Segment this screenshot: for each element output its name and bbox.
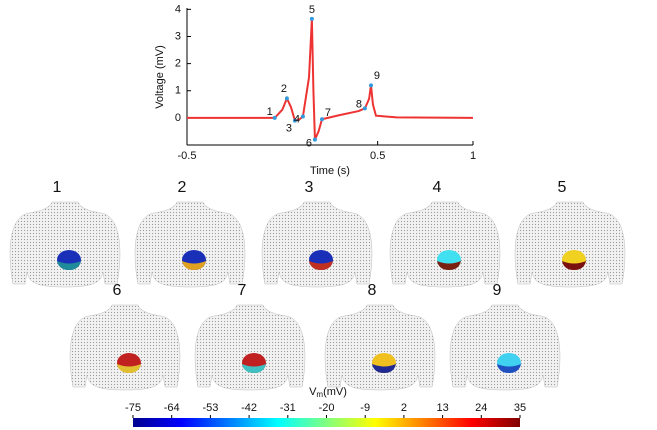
x-tick-label: -0.5 [178, 150, 197, 162]
colorbar-tick-label: -53 [202, 402, 218, 414]
colorbar-tick-label: -75 [125, 402, 141, 414]
x-tick-label: 1 [470, 150, 476, 162]
panel-label: 1 [53, 179, 62, 196]
marker-label: 9 [374, 70, 380, 82]
marker [272, 115, 277, 120]
panel-label: 2 [178, 179, 187, 196]
heart-band [562, 261, 586, 270]
heart-band [57, 261, 81, 270]
colorbar-tick-label: -20 [319, 402, 335, 414]
x-axis-label: Time (s) [310, 165, 350, 177]
colorbar [133, 418, 520, 427]
marker-label: 1 [267, 106, 273, 118]
colorbar-tick-label: -31 [280, 402, 296, 414]
panel-label: 8 [368, 282, 377, 299]
torso [134, 201, 246, 288]
heart-band [437, 261, 461, 270]
marker [300, 114, 305, 119]
colorbar-tick-label: -64 [164, 402, 180, 414]
label-main: V [309, 386, 317, 398]
x-tick-label: 0.5 [370, 150, 385, 162]
colorbar-tick-label: -9 [360, 402, 370, 414]
marker-label: 5 [309, 4, 315, 16]
marker [284, 96, 289, 101]
marker [292, 118, 297, 123]
line [187, 18, 474, 140]
torso [449, 304, 561, 391]
heart-band [182, 261, 206, 270]
marker-label: 2 [281, 83, 287, 95]
marker [362, 106, 367, 111]
marker-label: 7 [325, 107, 331, 119]
panel-label: 4 [433, 179, 442, 196]
marker-label: 8 [356, 98, 362, 110]
label-unit: (mV) [323, 386, 347, 398]
torso [261, 201, 373, 288]
y-tick-label: 0 [175, 112, 181, 124]
colorbar-label: Vm(mV) [309, 386, 347, 399]
marker [319, 117, 324, 122]
torso [9, 201, 121, 288]
marker [312, 137, 317, 142]
heart-band [372, 364, 396, 373]
marker-label: 3 [286, 122, 292, 134]
y-axis-label: Voltage (mV) [154, 45, 166, 109]
colorbar-tick-label: 2 [401, 402, 407, 414]
y-tick-label: 4 [175, 3, 181, 15]
torso [389, 201, 501, 288]
panel-label: 3 [305, 179, 314, 196]
label-sub: m [316, 390, 323, 399]
colorbar-tick-label: 13 [436, 402, 448, 414]
heart-band [497, 364, 521, 373]
colorbar-tick-label: 24 [475, 402, 487, 414]
marker-label: 4 [294, 113, 300, 125]
torso [324, 304, 436, 391]
panel-label: 9 [493, 282, 502, 299]
y-tick-label: 2 [175, 58, 181, 70]
marker [309, 16, 314, 21]
panel-label: 5 [558, 179, 567, 196]
heart-band [242, 364, 266, 373]
panel-label: 7 [238, 282, 247, 299]
torso [194, 304, 306, 391]
marker [368, 83, 373, 88]
heart-band [117, 364, 141, 373]
y-tick-label: 1 [175, 85, 181, 97]
panel-label: 6 [113, 282, 122, 299]
y-tick-label: 3 [175, 30, 181, 42]
torso [514, 201, 626, 288]
marker-label: 6 [306, 137, 312, 149]
torso [69, 304, 181, 391]
colorbar-tick-label: 35 [514, 402, 526, 414]
heart-band [309, 261, 333, 270]
colorbar-tick-label: -42 [241, 402, 257, 414]
